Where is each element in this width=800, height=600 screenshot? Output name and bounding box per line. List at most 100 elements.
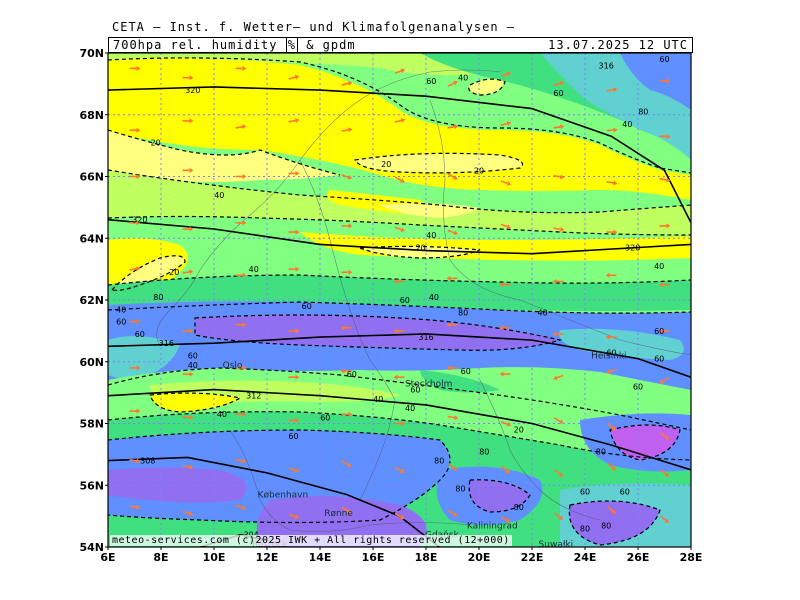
wind-arrow — [341, 127, 353, 133]
wind-arrow — [552, 374, 564, 381]
wind-arrow — [129, 365, 141, 371]
coastlines — [156, 69, 691, 532]
wind-arrow — [288, 266, 300, 272]
wind-arrow — [341, 174, 353, 180]
coast-norway — [156, 69, 501, 346]
humidity-contour-label: 60 — [654, 327, 664, 336]
valid-date: 13.07.2025 12 UTC — [548, 38, 688, 52]
rh-contour-80-south — [108, 429, 451, 524]
humidity-patch-very-wet-s — [256, 496, 427, 547]
gpdm-contour — [108, 456, 440, 547]
wind-arrow — [606, 180, 618, 186]
wind-arrow — [500, 121, 512, 127]
wind-arrow — [659, 177, 671, 183]
humidity-patch-very-dry-mid — [380, 203, 480, 218]
wind-arrow — [605, 368, 617, 375]
wind-arrow — [394, 466, 405, 473]
humidity-contour-label: 20 — [151, 139, 161, 148]
wind-arrow — [129, 220, 141, 226]
lon-tick-label: 12E — [256, 551, 279, 564]
humidity-contour-label: 80 — [434, 457, 444, 466]
lon-tick-label: 22E — [521, 551, 544, 564]
humidity-contour-label: 60 — [288, 432, 298, 441]
lat-tick-label: 54N — [79, 541, 104, 554]
wind-arrow — [235, 411, 247, 417]
humidity-patch-very-dry-west — [112, 255, 185, 291]
wind-arrow — [182, 510, 194, 517]
wind-arrow — [235, 458, 247, 464]
field-description: 700hpa rel. humidity % & gpdm — [113, 37, 356, 53]
rh-contour-60-58n — [108, 411, 691, 461]
wind-arrow — [394, 117, 406, 123]
wind-arrow — [500, 180, 512, 186]
humidity-contour-label: 60 — [400, 296, 410, 305]
wind-arrow — [605, 272, 617, 278]
wind-arrow — [288, 513, 300, 520]
wind-arrow — [393, 278, 405, 284]
wind-arrow — [552, 331, 564, 337]
wind-arrow — [235, 365, 247, 371]
wind-arrow — [659, 223, 671, 229]
wind-arrow — [447, 229, 459, 236]
wind-arrow — [553, 417, 564, 424]
humidity-contour-label: 80 — [601, 521, 611, 530]
humidity-contour-label: 60 — [461, 367, 471, 376]
wind-arrow — [129, 504, 141, 510]
coast-baltic-east — [479, 379, 601, 521]
height-contour-label: 316 — [599, 61, 614, 70]
wind-arrow — [394, 68, 406, 74]
humidity-contour-label: 60 — [659, 55, 669, 64]
map-title: CETA – Inst. f. Wetter– und Klimafolgena… — [112, 20, 516, 34]
humidity-contour-label: 40 — [426, 231, 436, 240]
wind-arrow — [340, 325, 352, 331]
city-label: København — [258, 491, 309, 501]
humidity-contour-label: 60 — [347, 370, 357, 379]
wind-arrow — [658, 328, 670, 334]
lon-tick-label: 16E — [362, 551, 385, 564]
city-label: Kaliningrad — [467, 521, 518, 531]
humidity-contour-label: 80 — [596, 447, 606, 456]
lon-tick-label: 26E — [627, 551, 650, 564]
gpdm-contour — [108, 388, 691, 471]
wind-arrow — [341, 411, 353, 417]
rh-contour-80-east — [609, 424, 681, 461]
city-label: Suwałki — [539, 540, 574, 550]
lon-tick-label: 18E — [415, 551, 438, 564]
wind-arrow — [448, 462, 458, 471]
lat-tick-label: 70N — [79, 47, 104, 60]
wind-arrow — [447, 80, 458, 87]
humidity-contour-label: 60 — [553, 89, 563, 98]
wind-arrow — [235, 174, 247, 179]
wind-arrow — [129, 127, 141, 133]
wind-arrow — [553, 174, 565, 180]
lon-tick-label: 14E — [309, 551, 332, 564]
coast-sweden-east — [299, 159, 396, 501]
rh-contour-80-se — [468, 479, 531, 513]
humidity-contour-label: 40 — [188, 361, 198, 370]
wind-arrow — [341, 506, 352, 514]
wind-arrow — [605, 334, 617, 340]
humidity-contour-label: 40 — [538, 308, 548, 317]
wind-arrow — [554, 469, 564, 477]
wind-arrow — [606, 127, 618, 133]
wind-arrow — [659, 134, 671, 140]
copyright-footer: meteo-services.com (c)2025 IWK + All rig… — [110, 535, 512, 546]
humidity-patch-dry-north — [468, 79, 505, 95]
humidity-contour-label: 20 — [169, 268, 179, 277]
humidity-patch-humid-east — [559, 328, 684, 360]
humidity-patch-very-wet-sw — [108, 467, 247, 503]
humidity-contour-label: 40 — [116, 305, 126, 314]
wind-arrow — [447, 415, 459, 421]
wind-arrow — [129, 319, 141, 325]
wind-arrow — [129, 266, 141, 272]
lat-tick-label: 66N — [79, 171, 104, 184]
wind-arrow — [182, 269, 194, 275]
wind-arrow — [129, 174, 141, 179]
wind-arrow — [288, 467, 300, 473]
wind-arrow — [660, 515, 670, 524]
map-header: 700hpa rel. humidity % & gpdm 13.07.2025… — [108, 37, 693, 53]
humidity-band-very-wet-60n — [195, 315, 560, 351]
humidity-contour-label: 80 — [458, 308, 468, 317]
coast-denmark-south — [229, 429, 471, 532]
